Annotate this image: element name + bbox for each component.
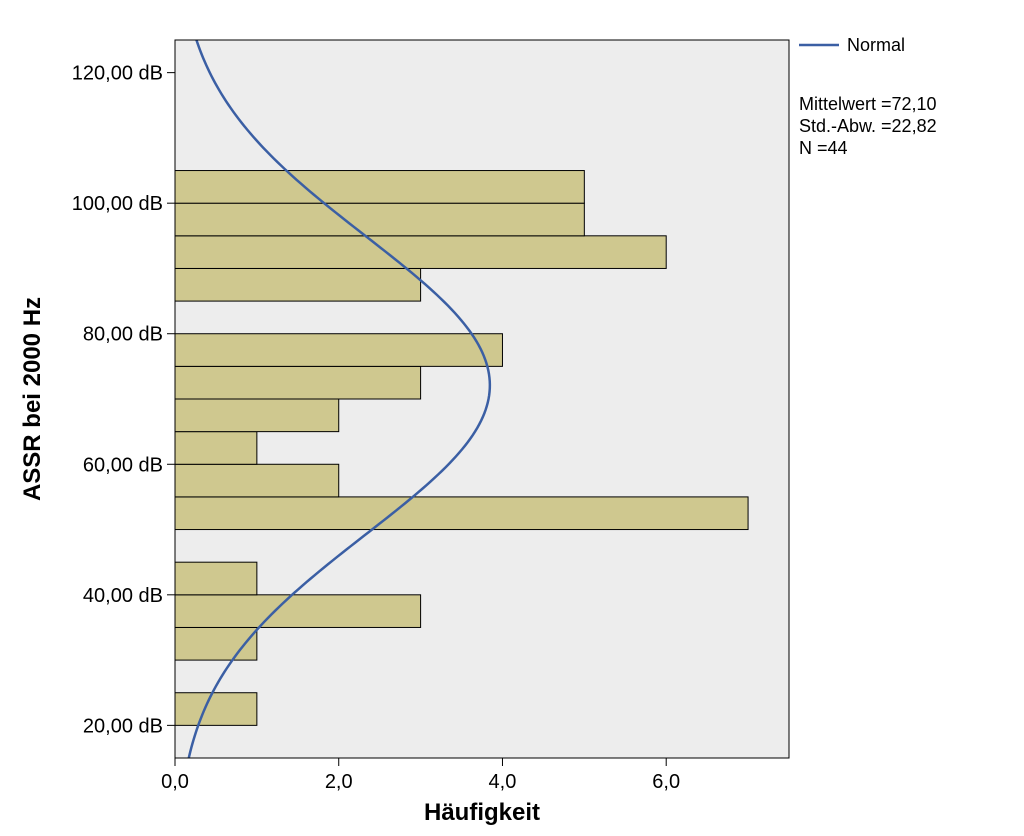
chart-svg: 0,0 2,0 4,0 6,0 20,00 dB 40,00 dB 60,00 dB 80,0… bbox=[0, 0, 1024, 836]
x-tick-label: 0,0 bbox=[161, 771, 189, 793]
y-axis-label: ASSR bei 2000 Hz bbox=[19, 297, 46, 501]
histogram-bar bbox=[175, 334, 502, 367]
histogram-bar bbox=[175, 203, 584, 236]
x-axis-label: Häufigkeit bbox=[424, 799, 540, 826]
histogram-bar bbox=[175, 595, 421, 628]
x-tick-label: 6,0 bbox=[652, 771, 680, 793]
histogram-bar bbox=[175, 693, 257, 726]
x-tick-label: 4,0 bbox=[489, 771, 517, 793]
histogram-bar bbox=[175, 464, 339, 497]
histogram-bar bbox=[175, 268, 421, 301]
x-tick-label: 2,0 bbox=[325, 771, 353, 793]
histogram-bar bbox=[175, 171, 584, 204]
histogram-bar bbox=[175, 399, 339, 432]
histogram-bar bbox=[175, 366, 421, 399]
y-tick-label: 120,00 dB bbox=[72, 63, 163, 85]
histogram-bar bbox=[175, 236, 666, 269]
histogram-bar bbox=[175, 432, 257, 465]
histogram-bar bbox=[175, 562, 257, 595]
y-tick-label: 80,00 dB bbox=[83, 324, 163, 346]
legend-label: Normal bbox=[847, 35, 905, 55]
y-tick-label: 40,00 dB bbox=[83, 585, 163, 607]
histogram-chart: 0,0 2,0 4,0 6,0 20,00 dB 40,00 dB 60,00 dB 80,0… bbox=[0, 0, 1024, 836]
y-tick-label: 20,00 dB bbox=[83, 715, 163, 737]
stats-line: Mittelwert =72,10 bbox=[799, 94, 937, 114]
y-tick-label: 60,00 dB bbox=[83, 454, 163, 476]
stats-line: Std.-Abw. =22,82 bbox=[799, 116, 937, 136]
stats-line: N =44 bbox=[799, 138, 848, 158]
histogram-bar bbox=[175, 497, 748, 530]
y-tick-label: 100,00 dB bbox=[72, 193, 163, 215]
